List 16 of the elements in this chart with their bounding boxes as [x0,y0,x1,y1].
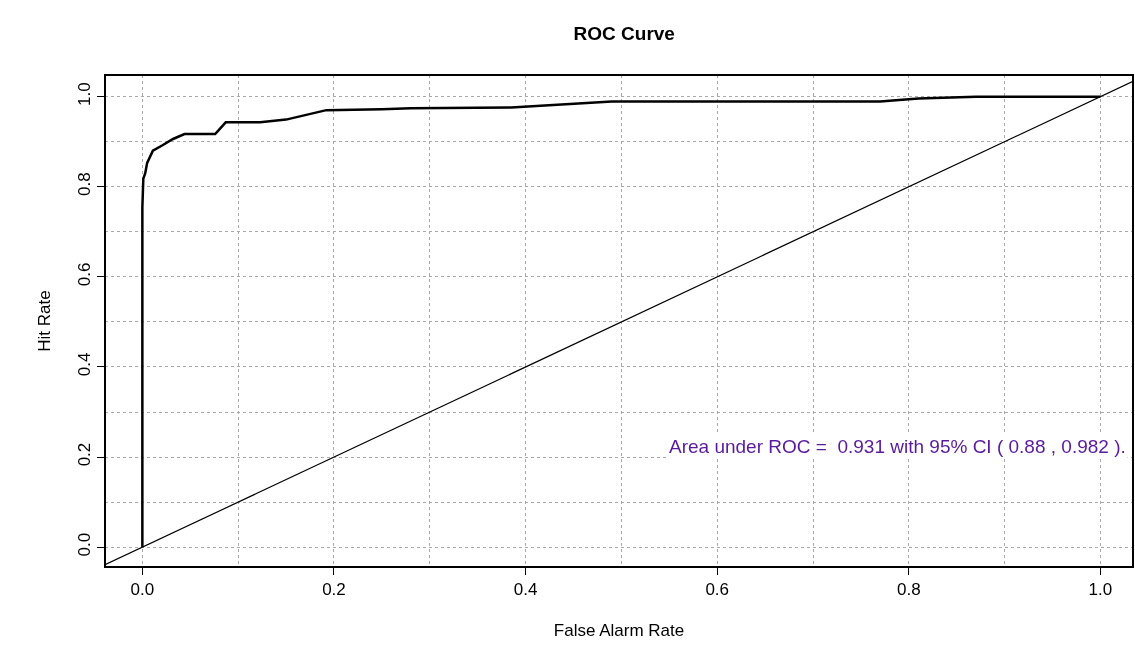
y-axis-title: Hit Rate [34,290,54,352]
annotation: Area under ROC = 0.931 with 95% CI ( 0.88 , 0.982 ). [669,436,1126,457]
x-tick-label: 0.8 [896,580,921,600]
x-tick-label: 0.6 [705,580,730,600]
x-tick-label: 1.0 [1088,580,1113,600]
x-axis-title: False Alarm Rate [553,620,685,640]
y-tick-label: 0.2 [75,442,95,467]
y-tick-label: 1.0 [75,82,95,106]
chart-title: ROC Curve [573,22,675,44]
x-tick-label: 0.4 [513,580,538,600]
y-tick-label: 0.8 [75,172,95,197]
y-tick-label: 0.4 [75,352,95,377]
x-tick-label: 0.2 [322,580,346,600]
y-tick-label: 0.6 [75,262,95,287]
y-tick-label: 0.0 [75,532,95,557]
x-tick-label: 0.0 [130,580,155,600]
